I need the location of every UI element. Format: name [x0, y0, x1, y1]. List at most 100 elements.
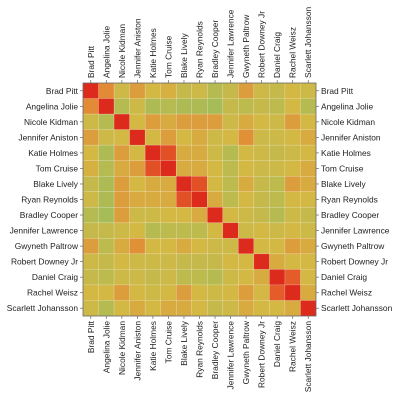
heatmap-cell-blake-lively--bradley-cooper — [207, 175, 224, 193]
heatmap-cell-brad-pitt--rachel-weisz — [284, 82, 301, 99]
row-label-right: Scarlett Johansson — [321, 303, 393, 313]
heatmap-cell-katie-holmes--jennifer-lawrence — [222, 144, 239, 161]
heatmap-cell-katie-holmes--rachel-weisz — [284, 144, 301, 161]
heatmap-cell-blake-lively--katie-holmes — [144, 175, 161, 193]
heatmap-cell-rachel-weisz--jennifer-aniston — [129, 284, 146, 301]
column-label-bottom: Gwyneth Paltrow — [241, 320, 251, 384]
heatmap-cell-katie-holmes--daniel-craig — [269, 144, 286, 161]
heatmap-cell-tom-cruise--jennifer-aniston — [129, 160, 146, 177]
row-label-left: Jennifer Lawrence — [10, 226, 79, 236]
heatmap-cell-blake-lively--blake-lively — [175, 175, 193, 193]
heatmap-cell-robert-downey-jr--katie-holmes — [144, 253, 161, 270]
heatmap-cell-tom-cruise--brad-pitt — [82, 160, 99, 177]
heatmap-cell-ryan-reynolds--katie-holmes — [144, 191, 161, 208]
heatmap-cell-jennifer-aniston--robert-downey-jr — [253, 129, 270, 146]
row-label-right: Blake Lively — [321, 179, 367, 189]
column-label-top: Daniel Craig — [272, 32, 282, 78]
heatmap-cell-jennifer-aniston--nicole-kidman — [113, 129, 130, 146]
heatmap-cell-brad-pitt--scarlett-johansson — [300, 82, 317, 99]
heatmap-cell-angelina-jolie--jennifer-lawrence — [222, 98, 239, 115]
column-label-top: Gwyneth Paltrow — [241, 14, 251, 78]
heatmap-cell-scarlett-johansson--blake-lively — [175, 300, 193, 317]
heatmap-cell-bradley-cooper--katie-holmes — [144, 207, 161, 224]
heatmap-cell-brad-pitt--robert-downey-jr — [253, 82, 270, 99]
heatmap-cell-jennifer-lawrence--rachel-weisz — [284, 222, 301, 239]
heatmap-cell-gwyneth-paltrow--rachel-weisz — [284, 238, 301, 255]
column-label-top: Scarlett Johansson — [303, 6, 313, 78]
heatmap-cell-rachel-weisz--jennifer-lawrence — [222, 284, 239, 301]
heatmap-cell-scarlett-johansson--robert-downey-jr — [253, 300, 270, 317]
heatmap-cell-ryan-reynolds--bradley-cooper — [207, 191, 224, 208]
heatmap-cell-gwyneth-paltrow--brad-pitt — [82, 238, 99, 255]
column-label-bottom: Rachel Weisz — [288, 321, 298, 372]
heatmap-cell-ryan-reynolds--scarlett-johansson — [300, 191, 317, 208]
heatmap-cell-robert-downey-jr--jennifer-lawrence — [222, 253, 239, 270]
heatmap-cell-katie-holmes--tom-cruise — [160, 144, 177, 161]
heatmap-cell-jennifer-lawrence--scarlett-johansson — [300, 222, 317, 239]
heatmap-cell-bradley-cooper--blake-lively — [175, 207, 193, 224]
column-label-bottom: Jennifer Lawrence — [226, 321, 236, 390]
heatmap-cell-scarlett-johansson--rachel-weisz — [284, 300, 301, 317]
heatmap-cell-angelina-jolie--angelina-jolie — [98, 98, 115, 115]
column-label-bottom: Bradley Cooper — [210, 321, 220, 379]
heatmap-cell-blake-lively--angelina-jolie — [98, 175, 115, 193]
heatmap-cell-nicole-kidman--bradley-cooper — [207, 113, 224, 130]
heatmap-cell-jennifer-aniston--bradley-cooper — [207, 129, 224, 146]
heatmap-cell-jennifer-aniston--angelina-jolie — [98, 129, 115, 146]
column-label-bottom: Tom Cruise — [163, 321, 173, 364]
heatmap-cell-katie-holmes--katie-holmes — [144, 144, 161, 161]
heatmap-cells — [82, 82, 317, 317]
heatmap-cell-blake-lively--gwyneth-paltrow — [238, 175, 255, 193]
column-label-top: Brad Pitt — [86, 45, 96, 78]
heatmap-cell-gwyneth-paltrow--jennifer-aniston — [129, 238, 146, 255]
heatmap-cell-jennifer-aniston--katie-holmes — [144, 129, 161, 146]
heatmap-cell-angelina-jolie--jennifer-aniston — [129, 98, 146, 115]
row-label-right: Nicole Kidman — [321, 117, 375, 127]
heatmap-cell-gwyneth-paltrow--katie-holmes — [144, 238, 161, 255]
heatmap-cell-rachel-weisz--angelina-jolie — [98, 284, 115, 301]
heatmap-cell-nicole-kidman--rachel-weisz — [284, 113, 301, 130]
heatmap-cell-gwyneth-paltrow--robert-downey-jr — [253, 238, 270, 255]
heatmap-cell-daniel-craig--brad-pitt — [82, 269, 99, 286]
heatmap-cell-scarlett-johansson--bradley-cooper — [207, 300, 224, 317]
column-label-bottom: Ryan Reynolds — [195, 321, 205, 378]
heatmap-cell-katie-holmes--ryan-reynolds — [191, 144, 208, 161]
heatmap-cell-tom-cruise--robert-downey-jr — [253, 160, 270, 177]
row-label-left: Robert Downey Jr — [11, 257, 78, 267]
heatmap-cell-brad-pitt--daniel-craig — [269, 82, 286, 99]
heatmap-cell-katie-holmes--robert-downey-jr — [253, 144, 270, 161]
heatmap-cell-ryan-reynolds--nicole-kidman — [113, 191, 130, 208]
heatmap-cell-ryan-reynolds--angelina-jolie — [98, 191, 115, 208]
heatmap-cell-nicole-kidman--tom-cruise — [160, 113, 177, 130]
heatmap-cell-scarlett-johansson--katie-holmes — [144, 300, 161, 317]
heatmap-cell-jennifer-lawrence--jennifer-lawrence — [222, 222, 239, 239]
heatmap-cell-tom-cruise--daniel-craig — [269, 160, 286, 177]
heatmap-cell-robert-downey-jr--brad-pitt — [82, 253, 99, 270]
row-label-right: Daniel Craig — [321, 272, 367, 282]
heatmap-cell-blake-lively--scarlett-johansson — [300, 175, 317, 193]
heatmap-cell-gwyneth-paltrow--scarlett-johansson — [300, 238, 317, 255]
heatmap-cell-jennifer-aniston--scarlett-johansson — [300, 129, 317, 146]
row-label-left: Rachel Weisz — [27, 288, 78, 298]
heatmap-cell-ryan-reynolds--ryan-reynolds — [191, 191, 208, 208]
heatmap-cell-tom-cruise--jennifer-lawrence — [222, 160, 239, 177]
heatmap-cell-blake-lively--tom-cruise — [160, 175, 177, 193]
column-labels-bottom: Brad Pitt Angelina Jolie Nicole Kidman Jenn… — [86, 320, 313, 392]
heatmap-cell-tom-cruise--scarlett-johansson — [300, 160, 317, 177]
heatmap-cell-brad-pitt--katie-holmes — [144, 82, 161, 99]
row-label-right: Angelina Jolie — [321, 101, 373, 111]
heatmap-cell-rachel-weisz--robert-downey-jr — [253, 284, 270, 301]
heatmap-cell-jennifer-lawrence--robert-downey-jr — [253, 222, 270, 239]
row-labels-left: Brad Pitt Angelina Jolie Nicole Kidman Jenn… — [7, 86, 79, 313]
heatmap-cell-katie-holmes--nicole-kidman — [113, 144, 130, 161]
heatmap-cell-jennifer-lawrence--daniel-craig — [269, 222, 286, 239]
heatmap-cell-nicole-kidman--angelina-jolie — [98, 113, 115, 130]
heatmap-cell-jennifer-aniston--rachel-weisz — [284, 129, 301, 146]
row-label-right: Gwyneth Paltrow — [321, 241, 385, 251]
heatmap-cell-ryan-reynolds--robert-downey-jr — [253, 191, 270, 208]
heatmap-cell-robert-downey-jr--tom-cruise — [160, 253, 177, 270]
heatmap-cell-daniel-craig--jennifer-aniston — [129, 269, 146, 286]
row-label-right: Bradley Cooper — [321, 210, 379, 220]
column-label-top: Angelina Jolie — [101, 26, 111, 78]
column-label-bottom: Daniel Craig — [272, 321, 282, 367]
